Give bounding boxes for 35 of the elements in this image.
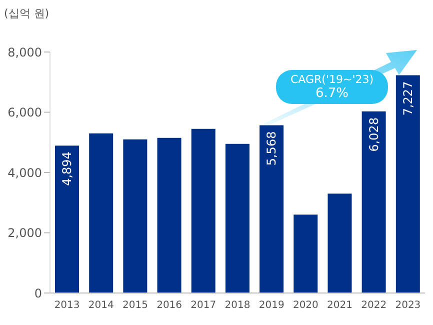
annotation: 6.7%: [314, 86, 350, 101]
x-tick-label: 2017: [190, 300, 216, 312]
x-tick-label: 2013: [54, 300, 80, 312]
y-tick-label: 6,000: [8, 106, 42, 120]
bar: [225, 144, 250, 293]
bar: [55, 146, 79, 293]
x-tick-label: 2014: [88, 300, 114, 312]
bar: [157, 138, 182, 293]
bar: [362, 111, 386, 293]
data-label: 4,894: [60, 152, 74, 186]
y-axis-title: (십억 원): [4, 6, 50, 21]
y-tick-label: 8,000: [8, 45, 42, 60]
bar: [294, 214, 318, 293]
x-tick-label: 2015: [122, 300, 148, 312]
data-label: 6,028: [366, 117, 381, 152]
bar: [260, 125, 284, 293]
x-tick-label: 2023: [395, 300, 421, 312]
x-tick-label: 2021: [327, 300, 352, 312]
bar: [123, 139, 148, 293]
bar: [191, 128, 216, 293]
y-tick-label: 2,000: [8, 226, 42, 240]
bar: [89, 133, 114, 293]
y-tick-label: 4,000: [8, 166, 42, 180]
x-tick-label: 2018: [224, 300, 250, 312]
annotation: CAGR('19~'23): [289, 73, 375, 87]
data-label: 7,227: [400, 81, 415, 116]
data-label: 5,568: [264, 131, 279, 166]
y-tick-label: 0: [34, 286, 42, 300]
x-tick-label: 2019: [258, 300, 284, 312]
x-tick-label: 2016: [156, 300, 182, 312]
callout: CAGR('19~'23) 6.7%: [276, 70, 388, 104]
bar: [396, 75, 420, 293]
x-tick-label: 2020: [292, 300, 318, 312]
x-tick-label: 2022: [361, 300, 387, 312]
bar: [328, 194, 352, 293]
